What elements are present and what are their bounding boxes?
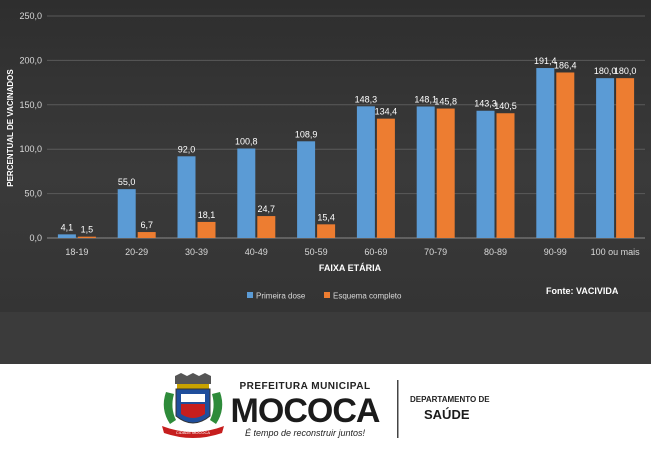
x-tick-label: 100 ou mais: [591, 247, 641, 257]
y-tick-label: 250,0: [19, 11, 42, 21]
bar-primeira-dose: [536, 68, 555, 238]
data-label: 191,4: [534, 56, 557, 66]
x-tick-label: 60-69: [364, 247, 387, 257]
data-label: 180,0: [614, 66, 637, 76]
bar-primeira-dose: [237, 148, 256, 238]
data-label: 186,4: [554, 60, 577, 70]
legend-swatch-esquema-completo: [324, 292, 330, 298]
data-label: 180,0: [594, 66, 617, 76]
data-label: 148,3: [355, 94, 378, 104]
data-label: 24,7: [258, 204, 276, 214]
x-tick-label: 80-89: [484, 247, 507, 257]
data-label: 134,4: [375, 107, 398, 117]
chart-panel: 4,1 1,5 55,0 6,7 92,0 18,1 100,8 24,7 108,9 15,4 1…: [0, 0, 651, 312]
bar-primeira-dose: [117, 189, 136, 238]
bar-primeira-dose: [297, 141, 316, 238]
bar-primeira-dose: [356, 106, 375, 238]
y-tick-label: 200,0: [19, 55, 42, 65]
x-tick-label: 18-19: [65, 247, 88, 257]
footer-city-name: MOCOCA: [231, 392, 380, 430]
footer-slogan: É tempo de reconstruir juntos!: [245, 428, 366, 438]
bar-esquema-completo: [496, 113, 515, 238]
bar-esquema-completo: [197, 221, 216, 238]
bar-esquema-completo: [317, 224, 336, 238]
data-label: 6,7: [140, 220, 153, 230]
y-tick-label: 0,0: [29, 233, 42, 243]
y-tick-label: 50,0: [24, 189, 42, 199]
data-label: 18,1: [198, 210, 216, 220]
legend-swatch-primeira-dose: [247, 292, 253, 298]
legend-label-primeira-dose: Primeira dose: [256, 292, 306, 301]
footer-divider: [397, 380, 399, 438]
bar-esquema-completo: [257, 216, 276, 238]
data-label: 55,0: [118, 177, 136, 187]
data-label: 4,1: [61, 222, 74, 232]
bar-primeira-dose: [476, 110, 495, 238]
data-label: 140,5: [494, 101, 517, 111]
data-label: 92,0: [178, 144, 196, 154]
y-axis-label: PERCENTUAL DE VACINADOS: [6, 69, 15, 187]
x-tick-label: 40-49: [245, 247, 268, 257]
footer-prefeitura-text: PREFEITURA MUNICIPAL: [239, 381, 370, 392]
bar-primeira-dose: [177, 156, 196, 238]
legend-label-esquema-completo: Esquema completo: [333, 292, 402, 301]
city-crest-logo: CIDADE MOCOCA: [162, 373, 224, 438]
bar-primeira-dose: [57, 234, 76, 238]
x-tick-label: 70-79: [424, 247, 447, 257]
footer-dept-line1: DEPARTAMENTO DE: [410, 395, 490, 404]
chart-bottom-band: [0, 312, 651, 364]
bar-chart: 4,1 1,5 55,0 6,7 92,0 18,1 100,8 24,7 108,9 15,4 1…: [6, 11, 645, 301]
data-label: 108,9: [295, 129, 318, 139]
x-tick-label: 20-29: [125, 247, 148, 257]
source-note: Fonte: VACIVIDA: [546, 286, 619, 296]
x-axis-label: FAIXA ETÁRIA: [319, 263, 382, 273]
footer-dept-line2: SAÚDE: [424, 407, 470, 422]
x-tick-label: 50-59: [305, 247, 328, 257]
bar-esquema-completo: [616, 78, 635, 238]
bar-esquema-completo: [376, 118, 395, 238]
data-label: 148,1: [414, 94, 437, 104]
bar-primeira-dose: [416, 106, 435, 238]
data-label: 15,4: [317, 212, 335, 222]
data-label: 143,3: [474, 99, 497, 109]
bar-esquema-completo: [436, 108, 455, 238]
bar-esquema-completo: [137, 232, 156, 238]
footer-banner: CIDADE MOCOCA PREFEITURA MUNICIPAL MOCOC…: [0, 364, 651, 447]
bar-esquema-completo: [77, 236, 96, 238]
y-tick-label: 100,0: [19, 144, 42, 154]
x-tick-label: 90-99: [544, 247, 567, 257]
y-tick-label: 150,0: [19, 100, 42, 110]
x-tick-label: 30-39: [185, 247, 208, 257]
data-label: 1,5: [81, 225, 94, 235]
crest-ribbon-text: CIDADE MOCOCA: [176, 430, 211, 435]
bar-primeira-dose: [596, 78, 615, 238]
bar-esquema-completo: [556, 72, 575, 238]
data-label: 100,8: [235, 136, 258, 146]
legend: Primeira dose Esquema completo: [247, 292, 402, 301]
data-label: 145,8: [434, 97, 457, 107]
